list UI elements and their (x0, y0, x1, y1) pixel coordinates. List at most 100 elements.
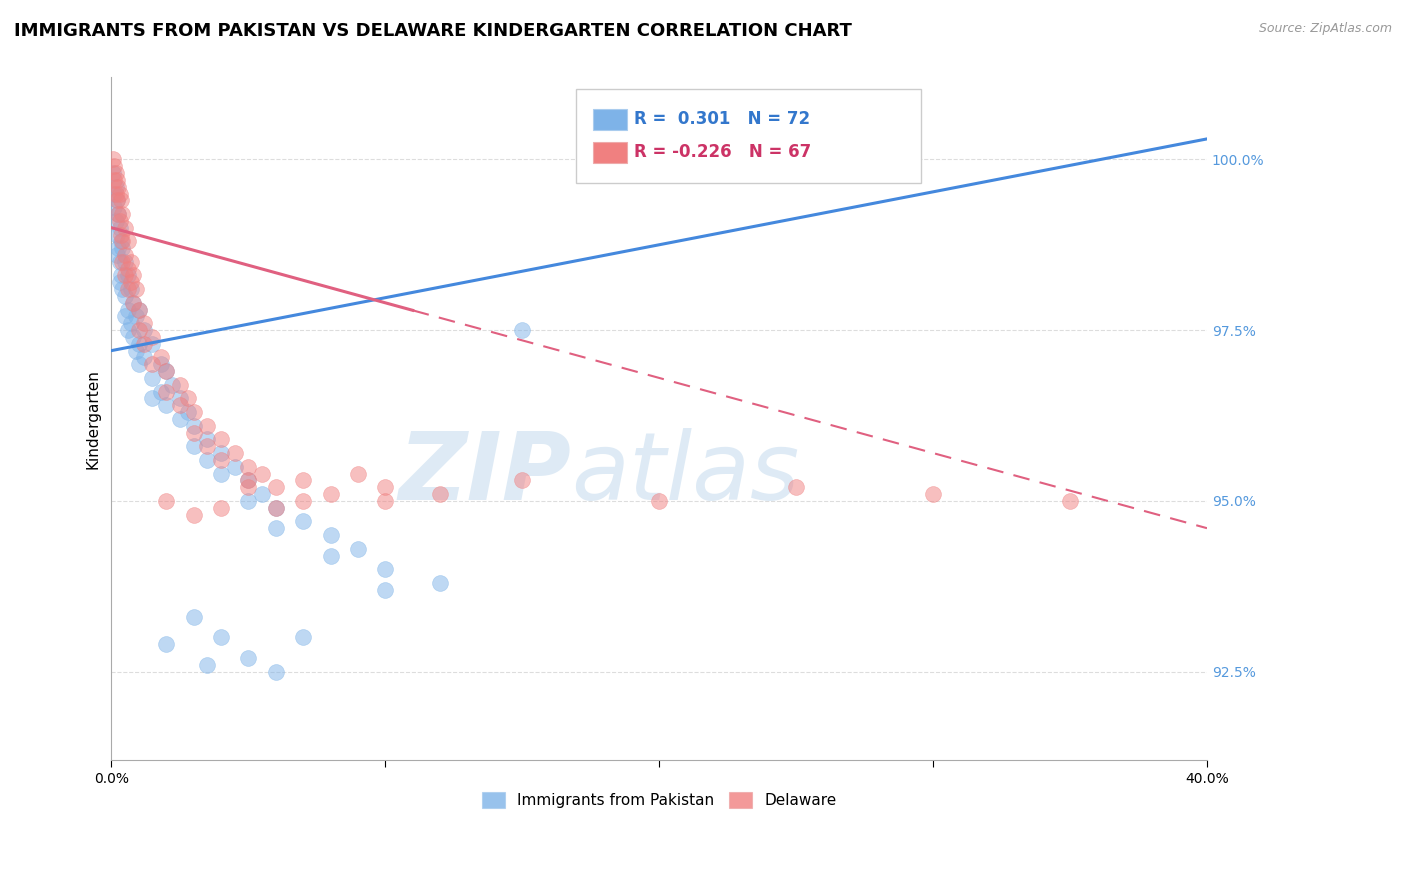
Point (292, 494, 315, 508)
Point (108, 186, 131, 201)
Point (922, 487, 945, 501)
Point (107, 179, 129, 194)
Point (105, 248, 128, 262)
Point (104, 179, 127, 194)
Point (134, 336, 156, 351)
Point (264, 480, 287, 494)
Point (374, 494, 396, 508)
Point (122, 268, 145, 283)
Point (125, 343, 148, 358)
Point (103, 200, 125, 214)
Point (155, 384, 177, 399)
Point (238, 494, 260, 508)
Point (209, 446, 232, 460)
Point (209, 433, 232, 447)
Point (111, 241, 134, 255)
Point (177, 405, 200, 419)
Point (195, 453, 218, 467)
Point (120, 316, 142, 330)
Point (110, 194, 132, 208)
Y-axis label: Kindergarten: Kindergarten (86, 369, 100, 469)
Point (117, 302, 139, 317)
Point (155, 494, 177, 508)
Point (141, 357, 163, 371)
Point (510, 474, 533, 488)
Legend: Immigrants from Pakistan, Delaware: Immigrants from Pakistan, Delaware (475, 786, 842, 814)
Text: ZIP: ZIP (399, 427, 572, 519)
Point (195, 433, 218, 447)
Point (104, 214, 127, 228)
Point (155, 637, 177, 651)
Point (292, 514, 315, 528)
Point (141, 392, 163, 406)
Point (114, 310, 136, 324)
Point (149, 384, 172, 399)
Point (117, 261, 139, 276)
Point (105, 173, 128, 187)
Point (122, 295, 145, 310)
Point (120, 255, 142, 269)
Point (319, 487, 342, 501)
Point (155, 364, 177, 378)
Point (108, 220, 131, 235)
Point (105, 194, 128, 208)
Point (195, 657, 218, 672)
Point (120, 276, 142, 290)
Point (648, 494, 671, 508)
Point (104, 166, 127, 180)
Point (209, 467, 232, 481)
Point (114, 220, 136, 235)
Point (183, 610, 205, 624)
Point (128, 357, 150, 371)
Point (125, 310, 148, 324)
Point (108, 255, 131, 269)
Point (104, 186, 127, 201)
Point (238, 459, 260, 474)
Point (141, 336, 163, 351)
Point (111, 282, 134, 296)
Point (155, 364, 177, 378)
Point (101, 153, 124, 167)
Point (111, 255, 134, 269)
Point (128, 323, 150, 337)
Point (183, 439, 205, 453)
Point (141, 371, 163, 385)
Point (209, 631, 232, 645)
Point (111, 235, 134, 249)
Text: Source: ZipAtlas.com: Source: ZipAtlas.com (1258, 22, 1392, 36)
Point (128, 302, 150, 317)
Point (195, 439, 218, 453)
Point (141, 330, 163, 344)
Point (117, 323, 139, 337)
Point (195, 418, 218, 433)
Point (128, 302, 150, 317)
Point (264, 500, 287, 515)
Point (429, 575, 451, 590)
Point (510, 323, 533, 337)
Point (134, 323, 156, 337)
Point (107, 241, 129, 255)
Point (209, 500, 232, 515)
Point (160, 377, 183, 392)
Point (111, 207, 134, 221)
Point (250, 467, 273, 481)
Point (114, 255, 136, 269)
Point (105, 194, 128, 208)
Point (169, 398, 191, 412)
Point (183, 418, 205, 433)
Point (224, 459, 246, 474)
Point (374, 582, 396, 597)
Point (101, 166, 124, 180)
Point (105, 227, 128, 242)
Point (264, 521, 287, 535)
Point (264, 500, 287, 515)
Point (183, 405, 205, 419)
Text: R = -0.226   N = 67: R = -0.226 N = 67 (634, 143, 811, 161)
Point (134, 351, 156, 365)
Point (224, 446, 246, 460)
Point (117, 235, 139, 249)
Point (177, 392, 200, 406)
Text: IMMIGRANTS FROM PAKISTAN VS DELAWARE KINDERGARTEN CORRELATION CHART: IMMIGRANTS FROM PAKISTAN VS DELAWARE KIN… (14, 22, 852, 40)
Point (374, 562, 396, 576)
Point (238, 474, 260, 488)
